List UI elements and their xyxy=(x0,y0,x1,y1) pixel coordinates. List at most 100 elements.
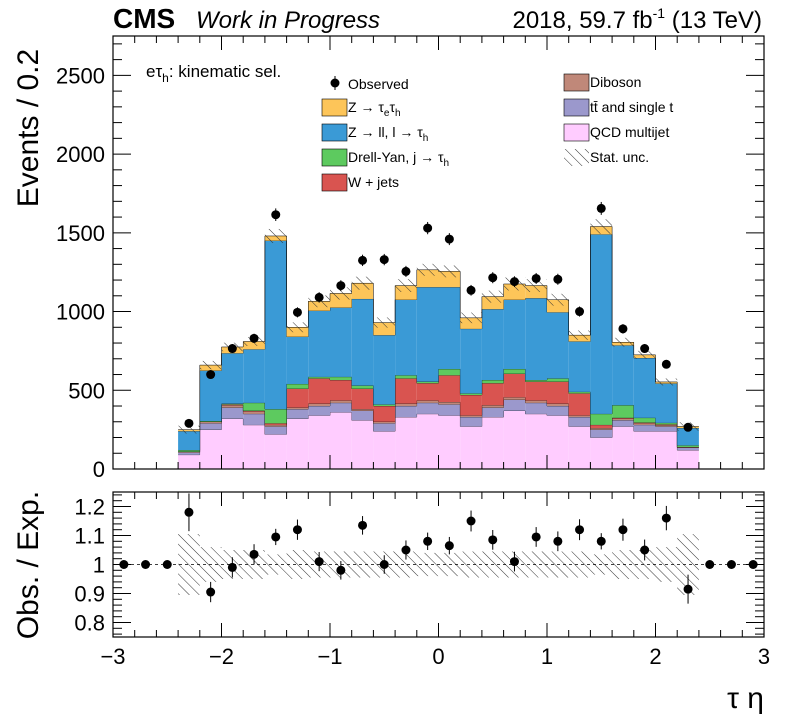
legend-stat-unc: Stat. unc. xyxy=(564,149,649,166)
bar-ttbar-22 xyxy=(655,426,678,432)
bar-zll-14 xyxy=(481,309,504,381)
stat-unc-22 xyxy=(655,378,678,386)
bar-wjets-6 xyxy=(308,378,330,404)
bar-qcd-3 xyxy=(243,424,265,469)
ytick-label-ratio-2: 1 xyxy=(93,553,105,578)
ratio-point-7 xyxy=(271,532,281,542)
work-in-progress-label: Work in Progress xyxy=(196,7,380,34)
observed-point-2 xyxy=(227,344,237,354)
observed-point-18 xyxy=(575,307,585,317)
bar-wjets-10 xyxy=(395,378,417,404)
bar-ttbar-1 xyxy=(199,423,222,430)
stat-unc-17 xyxy=(547,293,569,306)
bar-qcd-10 xyxy=(395,417,417,469)
ratio-panel: 0.8 0.9 1 1.1 1.2 −3 −2 −1 0 1 2 3 Obs. / Exp. τ η xyxy=(12,491,770,715)
bar-diboson-6 xyxy=(308,403,330,407)
stacked-histogram xyxy=(178,226,699,469)
bar-dy-17 xyxy=(547,378,569,382)
bar-ttbar-2 xyxy=(221,407,244,419)
channel-annotation: eτh: kinematic sel. xyxy=(146,62,281,85)
svg-text:tt̄ and single t: tt̄ and single t xyxy=(590,99,673,115)
bar-ttbar-18 xyxy=(568,417,591,427)
svg-text:QCD multijet: QCD multijet xyxy=(590,124,669,140)
svg-text:Observed: Observed xyxy=(348,76,409,92)
bar-dy-1 xyxy=(199,420,222,422)
stat-unc-4 xyxy=(264,228,287,243)
ratio-point-12 xyxy=(379,560,389,569)
svg-text:Z → τeτh: Z → τeτh xyxy=(348,99,401,119)
stat-unc-5 xyxy=(286,322,309,333)
bar-diboson-21 xyxy=(633,423,656,425)
observed-point-5 xyxy=(292,307,302,317)
bar-wjets-14 xyxy=(481,383,504,406)
bar-dy-21 xyxy=(633,417,656,423)
observed-point-22 xyxy=(661,359,671,369)
bar-qcd-8 xyxy=(351,420,374,469)
bar-diboson-8 xyxy=(351,409,374,411)
bar-wjets-4 xyxy=(264,423,287,425)
observed-point-19 xyxy=(596,203,606,213)
bar-qcd-20 xyxy=(612,426,634,469)
bar-zll-15 xyxy=(503,299,526,370)
ratio-point-5 xyxy=(227,562,237,572)
stat-unc-1 xyxy=(199,360,222,370)
bar-dy-10 xyxy=(395,375,417,379)
bar-wjets-8 xyxy=(351,388,374,410)
stat-unc-11 xyxy=(416,263,439,276)
ratio-point-25 xyxy=(661,513,671,523)
legend-qcd: QCD multijet xyxy=(563,123,669,142)
observed-point-11 xyxy=(423,223,433,233)
bar-ttbar-6 xyxy=(308,406,330,416)
ratio-points xyxy=(119,493,758,604)
bar-wjets-13 xyxy=(460,394,482,416)
bar-zll-10 xyxy=(395,299,417,376)
ratio-point-11 xyxy=(358,520,368,530)
observed-point-6 xyxy=(314,292,324,302)
bar-dy-6 xyxy=(308,376,330,379)
main-frame xyxy=(112,35,765,470)
bar-diboson-23 xyxy=(677,446,699,448)
ratio-band-13 xyxy=(460,551,482,578)
stat-unc-20 xyxy=(612,337,634,347)
bar-ttbar-11 xyxy=(416,402,439,414)
ratio-point-27 xyxy=(705,560,715,569)
legend-diboson: Diboson xyxy=(563,73,641,92)
bar-qcd-6 xyxy=(308,415,330,469)
bar-wjets-19 xyxy=(590,424,613,429)
bar-ttbar-7 xyxy=(330,402,352,413)
bar-diboson-18 xyxy=(568,415,591,418)
bar-ttbar-14 xyxy=(481,407,504,418)
ratio-point-16 xyxy=(466,516,476,526)
bar-qcd-5 xyxy=(286,418,309,469)
ratio-band-18 xyxy=(568,551,591,578)
ratio-point-4 xyxy=(206,587,216,597)
observed-points xyxy=(184,201,693,432)
bar-qcd-4 xyxy=(264,434,287,469)
x-axis-label: τ η xyxy=(727,682,764,715)
cms-label: CMS xyxy=(113,3,175,34)
bar-diboson-7 xyxy=(330,400,352,403)
xtick-label--1: −1 xyxy=(317,644,342,669)
bar-zll-21 xyxy=(633,357,656,418)
ytick-label-main-0: 0 xyxy=(93,457,105,482)
legend-observed: Observed xyxy=(330,76,409,92)
bar-wjets-2 xyxy=(221,404,244,406)
bar-ttbar-10 xyxy=(395,406,417,418)
ratio-point-8 xyxy=(292,525,302,535)
bar-zll-11 xyxy=(416,287,439,382)
bar-qcd-2 xyxy=(221,418,244,469)
observed-point-13 xyxy=(466,285,476,295)
bar-ttbar-9 xyxy=(373,423,396,432)
bar-zll-16 xyxy=(525,298,547,381)
bar-ttbar-3 xyxy=(243,413,265,425)
ratio-point-23 xyxy=(618,525,628,535)
bar-wjets-17 xyxy=(547,381,569,404)
bar-diboson-17 xyxy=(547,403,569,407)
observed-point-3 xyxy=(249,333,259,343)
bar-qcd-7 xyxy=(330,412,352,469)
bar-ttbar-20 xyxy=(612,420,634,427)
ytick-label-main-2500: 2500 xyxy=(56,63,105,88)
observed-point-16 xyxy=(531,273,541,283)
bar-dy-8 xyxy=(351,385,374,389)
ytick-label-main-500: 500 xyxy=(68,378,105,403)
